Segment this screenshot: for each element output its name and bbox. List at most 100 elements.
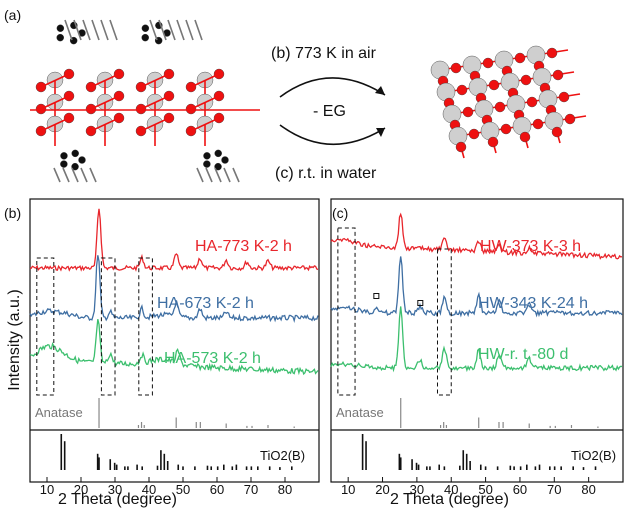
hydrogen-bond <box>205 167 213 183</box>
hydrogen-bond <box>223 167 231 183</box>
carbon-atom <box>71 149 79 158</box>
panel-b-anatase-label: Anatase <box>35 405 83 420</box>
carbon-atom <box>203 152 211 160</box>
tio2b-structure-image <box>430 45 587 159</box>
oxygen-atom <box>468 128 480 140</box>
x-tick-label: 80 <box>581 482 595 497</box>
oxygen-atom <box>482 57 494 69</box>
oxygen-atom <box>532 118 544 130</box>
panel-c-x-ticks: 10 20 30 40 50 60 70 80 <box>341 477 596 497</box>
precursor-structure-image <box>30 19 260 183</box>
ti-atom <box>526 45 546 65</box>
scheme-panel-label: (a) <box>4 7 21 23</box>
ti-atom <box>448 126 468 146</box>
hydrogen-bond <box>232 167 240 183</box>
x-tick-label: 70 <box>547 482 561 497</box>
x-tick-label: 20 <box>74 482 88 497</box>
oxygen-atom <box>552 69 564 81</box>
hydrogen-bond <box>167 19 176 41</box>
carbon-atom <box>221 156 229 164</box>
xrd-trace-hw-r-t-80-d <box>330 306 623 373</box>
carbon-atom <box>56 33 64 42</box>
oxygen-atom <box>519 131 531 143</box>
bottom-arrowhead <box>376 128 385 137</box>
carbon-atom <box>214 162 222 171</box>
oxygen-atom <box>494 101 506 113</box>
panel-c-anatase-label: Anatase <box>336 405 384 420</box>
impurity-marker <box>373 293 380 299</box>
x-tick-label: 30 <box>410 482 424 497</box>
panel-b-x-ticks: 10 20 30 40 50 60 70 80 <box>40 477 292 497</box>
oxygen-atom <box>564 113 576 125</box>
hydrogen-bond <box>89 167 97 183</box>
x-tick-label: 30 <box>108 482 122 497</box>
xrd-trace-ha-573-k-2-h <box>29 319 319 376</box>
panel-c-tio2b-reference <box>361 434 597 470</box>
hydrogen-bond <box>196 167 204 183</box>
eg-removal-label: - EG <box>313 103 346 120</box>
panel-c-highlight-boxes <box>337 227 452 396</box>
oxygen-atom <box>558 91 570 103</box>
oxygen-atom <box>546 47 558 59</box>
x-tick-label: 10 <box>341 482 355 497</box>
panel-c-anatase-reference <box>400 398 599 428</box>
x-tick-label: 10 <box>40 482 54 497</box>
hydrogen-bond <box>194 19 203 41</box>
carbon-atom <box>203 160 211 168</box>
hydrogen-bond <box>82 19 91 41</box>
xrd-trace-ha-673-k-2-h <box>29 255 319 324</box>
hydrogen-bond <box>100 19 109 41</box>
x-tick-label: 40 <box>444 482 458 497</box>
carbon-atom <box>141 24 150 32</box>
ti-atom <box>436 82 456 102</box>
oxygen-atom <box>551 126 563 138</box>
water-treatment-label: (c) r.t. in water <box>275 165 377 182</box>
top-arrow <box>279 77 386 98</box>
oxygen-atom <box>488 79 500 91</box>
oxygen-atom <box>462 106 474 118</box>
panel-c-label: (c) <box>332 205 348 221</box>
ti-atom <box>532 67 552 87</box>
air-treatment-label: (b) 773 K in air <box>271 45 377 62</box>
panel-b-traces <box>29 208 319 376</box>
panel-b-anatase-reference <box>98 398 295 428</box>
series-label-ha-573: HA-573 K-2 h <box>164 350 261 367</box>
series-label-hw-343: HW-343 K-24 h <box>478 295 588 312</box>
ti-atom <box>500 72 520 92</box>
hydrogen-bond <box>71 167 79 183</box>
xrd-panel-b: (b) 10 20 30 40 50 60 70 80 HA-773 K-2 h HA-673… <box>4 198 320 497</box>
hydrogen-bond <box>91 19 100 41</box>
ti-atom <box>512 116 532 136</box>
hydrogen-bond <box>62 167 70 183</box>
highlight-box <box>36 257 55 396</box>
x-tick-label: 70 <box>244 482 258 497</box>
xrd-trace-hw-343-k-24-h <box>330 256 623 318</box>
carbon-atom <box>56 24 65 32</box>
oxygen-atom <box>456 84 468 96</box>
carbon-atom <box>60 160 68 168</box>
carbon-atom <box>141 33 149 42</box>
series-label-ha-673: HA-673 K-2 h <box>157 295 254 312</box>
structure-scheme: (a) (b) 773 K in air - EG (c) r.t. in wa… <box>4 7 587 183</box>
xrd-panel-c: (c) 10 20 30 40 50 60 70 80 HW-373 K-3 h HW-343… <box>330 198 624 497</box>
ti-atom <box>430 60 450 80</box>
ti-atom <box>494 50 514 70</box>
panel-b-frame <box>29 198 320 483</box>
ti-atom <box>468 77 488 97</box>
oxygen-atom <box>450 62 462 74</box>
panel-b-x-axis-label: 2 Theta (degree) <box>58 491 177 508</box>
hydrogen-bond <box>214 167 222 183</box>
panel-c-x-axis-label: 2 Theta (degree) <box>390 491 509 508</box>
ti-atom <box>480 121 500 141</box>
oxygen-atom <box>487 136 499 148</box>
panel-c-tio2b-label: TiO2(B) <box>571 448 616 463</box>
ti-atom <box>506 94 526 114</box>
panel-b-tio2b-reference <box>60 434 293 470</box>
hydrogen-bond <box>149 19 158 41</box>
hydrogen-bond <box>73 19 82 41</box>
highlight-box <box>337 227 356 396</box>
x-tick-label: 80 <box>278 482 292 497</box>
carbon-atom <box>78 156 86 164</box>
x-tick-label: 60 <box>210 482 224 497</box>
